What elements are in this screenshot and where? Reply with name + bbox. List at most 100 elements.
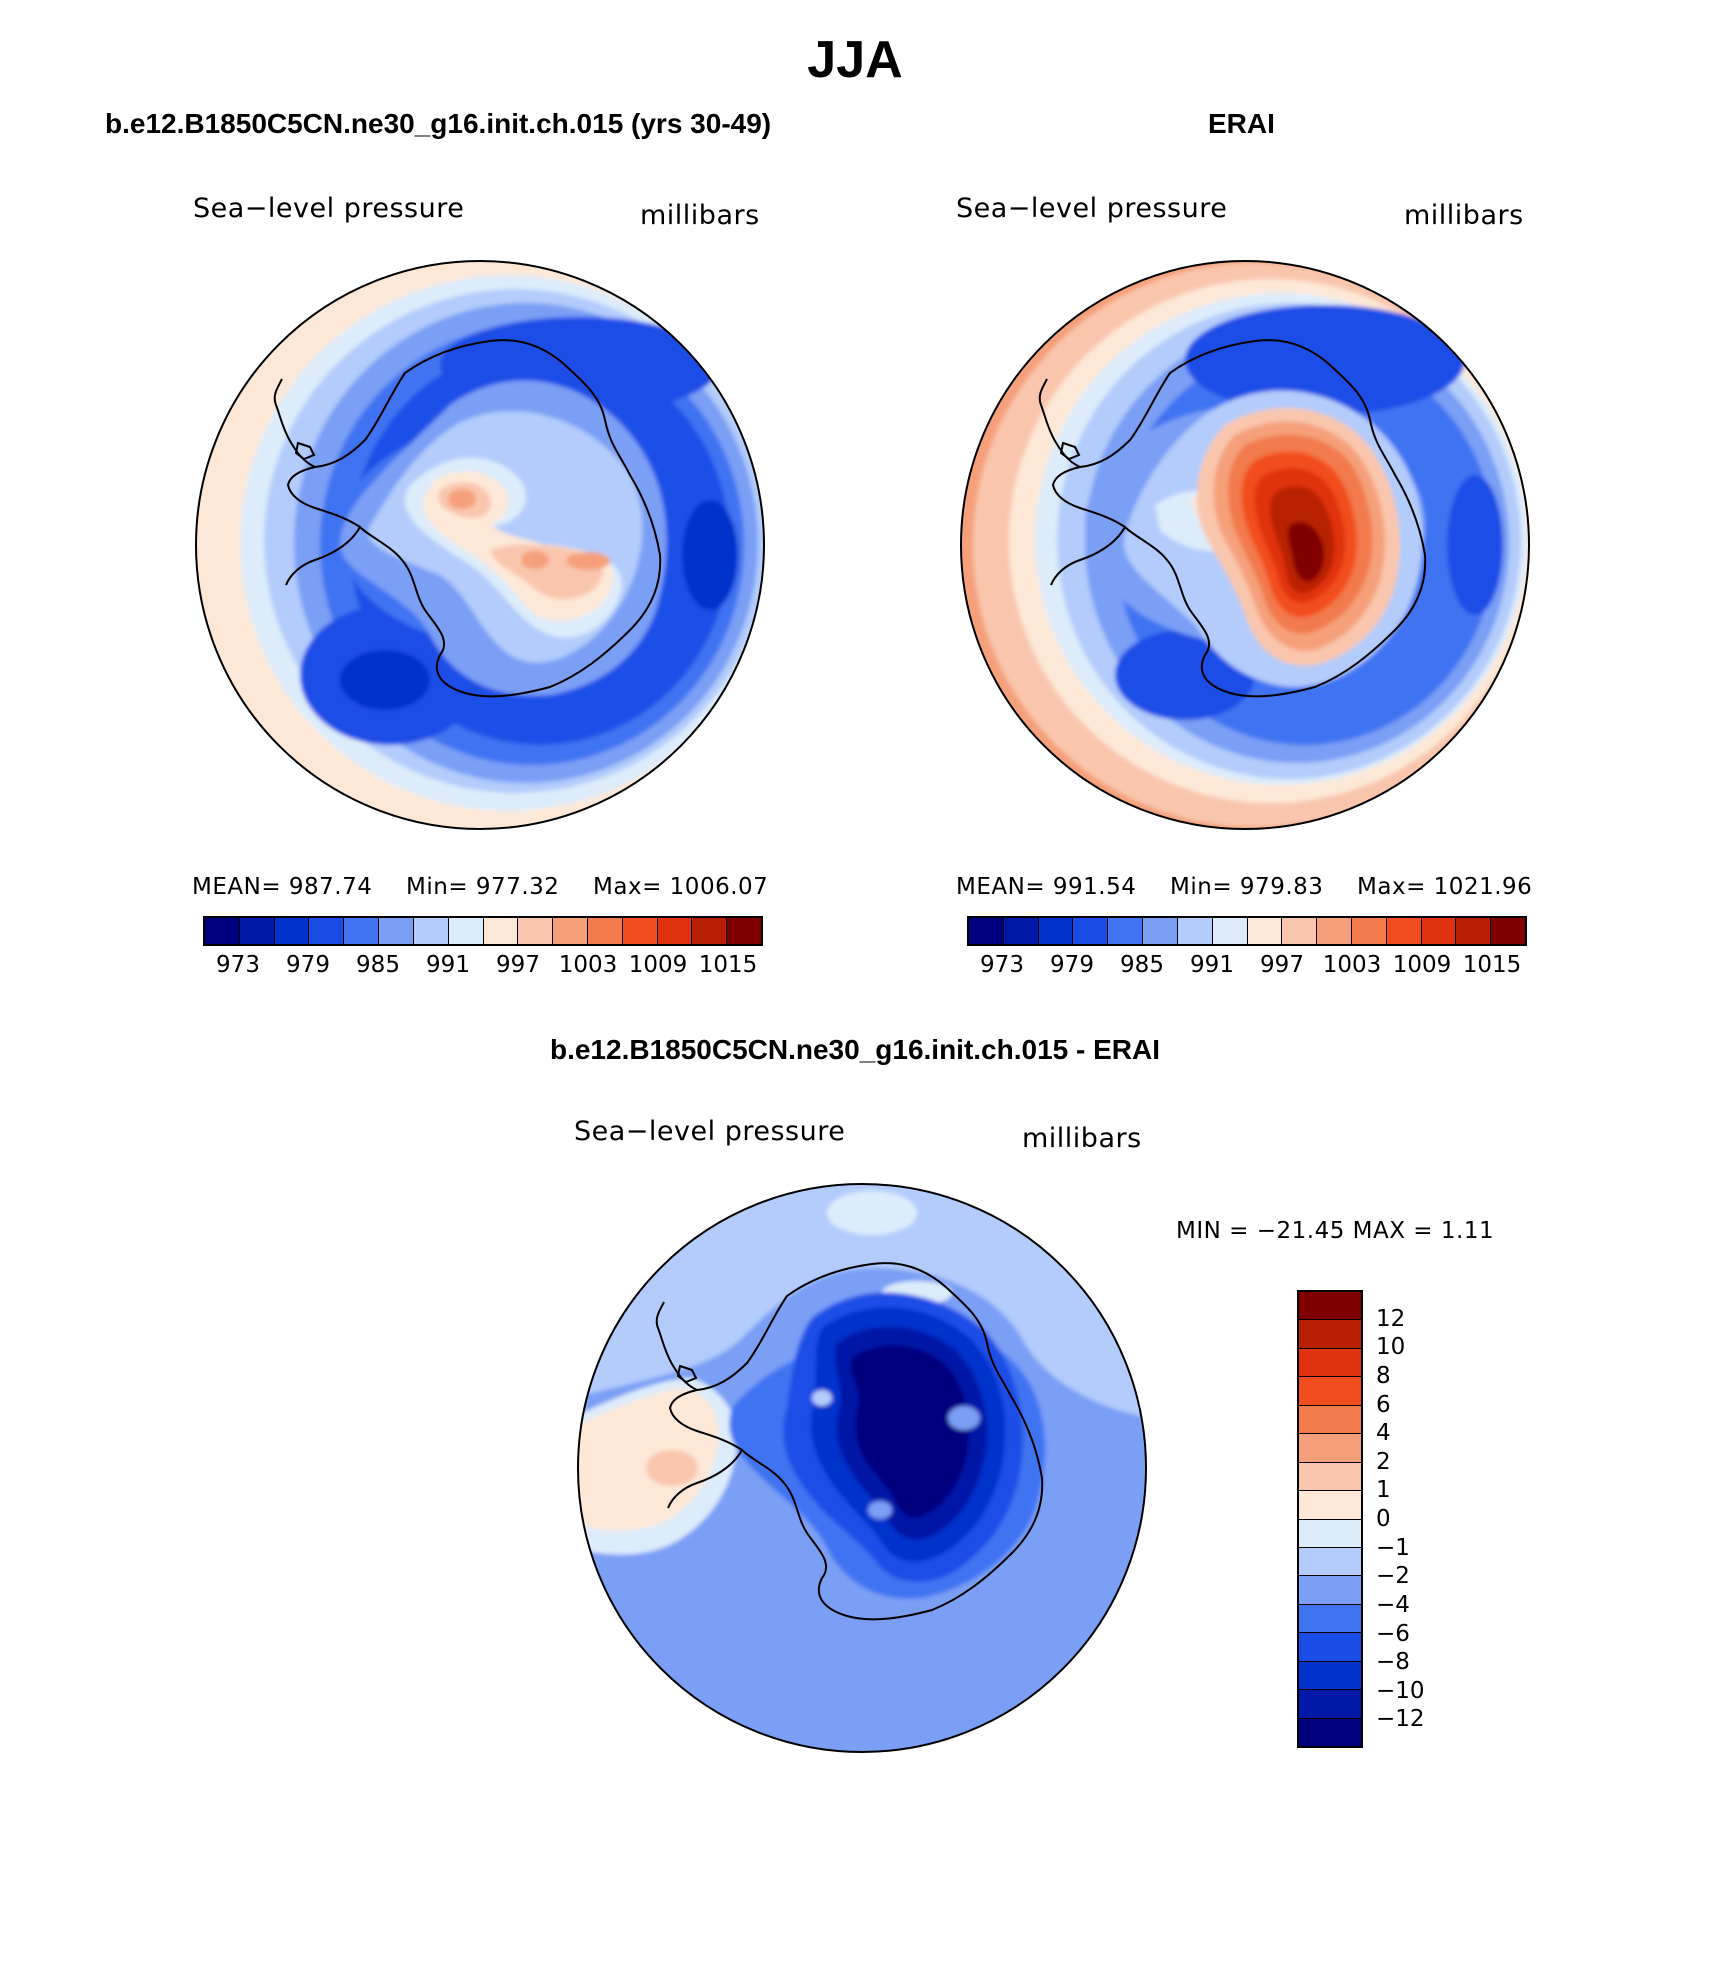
model-polar-map	[195, 260, 765, 830]
diff-minmax: MIN = −21.45 MAX = 1.11	[1176, 1218, 1495, 1244]
diff-colorbar	[1297, 1290, 1363, 1748]
model-stats: MEAN= 987.74 Min= 977.32 Max= 1006.07	[192, 874, 768, 900]
obs-colorbar-tick-label: 973	[980, 952, 1024, 978]
obs-colorbar-swatch	[1351, 918, 1387, 944]
diff-colorbar-tick-label: 12	[1376, 1305, 1406, 1332]
diff-colorbar-swatch	[1299, 1718, 1361, 1746]
model-colorbar-swatch	[448, 918, 484, 944]
model-min-label: Min=	[406, 874, 469, 900]
obs-min-label: Min=	[1170, 874, 1233, 900]
obs-colorbar-swatch	[969, 918, 1004, 944]
model-colorbar-tick-label: 979	[286, 952, 330, 978]
diff-colorbar-swatch	[1299, 1377, 1361, 1406]
obs-colorbar-swatch	[1212, 918, 1248, 944]
obs-colorbar-tick-label: 1009	[1392, 952, 1452, 978]
obs-colorbar-swatch	[1143, 918, 1178, 944]
obs-colorbar-swatch	[1247, 918, 1283, 944]
diff-colorbar-swatch	[1299, 1405, 1361, 1435]
diff-panel-title: b.e12.B1850C5CN.ne30_g16.init.ch.015 - E…	[549, 1034, 1161, 1065]
diff-colorbar-tick-label: −2	[1376, 1563, 1410, 1590]
diff-colorbar-tick-label: −12	[1376, 1706, 1425, 1733]
model-colorbar-swatch	[657, 918, 693, 944]
obs-colorbar-swatch	[1317, 918, 1352, 944]
diff-colorbar-swatch	[1299, 1633, 1361, 1662]
model-colorbar-swatch	[622, 918, 658, 944]
model-max-label: Max=	[593, 874, 662, 900]
model-colorbar-swatch	[274, 918, 310, 944]
obs-colorbar-tick-label: 1015	[1462, 952, 1522, 978]
diff-colorbar-tick-label: −1	[1376, 1534, 1410, 1561]
diff-colorbar-tick-label: 8	[1376, 1362, 1391, 1389]
obs-colorbar-tick-label: 979	[1050, 952, 1094, 978]
model-colorbar-tick-label: 1003	[558, 952, 618, 978]
model-colorbar-tick-label: 1009	[628, 952, 688, 978]
model-colorbar-tick-label: 991	[426, 952, 470, 978]
model-colorbar-swatch	[727, 918, 761, 944]
model-units-label: millibars	[640, 200, 760, 231]
diff-colorbar-swatch	[1299, 1519, 1361, 1548]
obs-panel-title: ERAI	[1208, 108, 1275, 139]
model-colorbar-ticks: 973 979 985 991 997 1003 1009 1015	[203, 952, 763, 982]
diff-colorbar-tick-label: −10	[1376, 1677, 1425, 1704]
diff-polar-map	[577, 1183, 1147, 1753]
obs-colorbar-swatch	[1456, 918, 1492, 944]
model-colorbar-swatch	[587, 918, 623, 944]
model-max-value: 1006.07	[669, 874, 769, 900]
obs-colorbar-swatch	[1386, 918, 1422, 944]
diff-colorbar-swatch	[1299, 1576, 1361, 1605]
model-mean-label: MEAN=	[192, 874, 282, 900]
diff-colorbar-swatch	[1299, 1348, 1361, 1378]
diff-colorbar-tick-label: −8	[1376, 1649, 1410, 1676]
diff-colorbar-swatch	[1299, 1292, 1361, 1321]
diff-colorbar-tick-label: −4	[1376, 1591, 1410, 1618]
obs-colorbar-swatch	[1282, 918, 1318, 944]
diff-colorbar-tick-label: 0	[1376, 1506, 1391, 1532]
obs-colorbar-tick-label: 991	[1190, 952, 1234, 978]
obs-colorbar-swatch	[1177, 918, 1213, 944]
obs-colorbar-swatch	[1421, 918, 1457, 944]
obs-colorbar-ticks: 973 979 985 991 997 1003 1009 1015	[967, 952, 1527, 982]
obs-colorbar-swatch	[1038, 918, 1074, 944]
model-colorbar-swatch	[413, 918, 449, 944]
model-colorbar-swatch	[483, 918, 519, 944]
obs-mean-label: MEAN=	[956, 874, 1046, 900]
diff-variable-label: Sea−level pressure	[574, 1116, 846, 1147]
diff-colorbar-tick-label: 4	[1376, 1420, 1391, 1447]
diff-colorbar-tick-label: 10	[1376, 1334, 1406, 1361]
obs-stats: MEAN= 991.54 Min= 979.83 Max= 1021.96	[956, 874, 1532, 900]
diff-colorbar-tick-label: 6	[1376, 1391, 1391, 1418]
model-colorbar-swatch	[205, 918, 240, 944]
obs-colorbar-swatch	[1073, 918, 1109, 944]
model-colorbar-tick-label: 997	[496, 952, 540, 978]
obs-colorbar-swatch	[1491, 918, 1525, 944]
model-colorbar-swatch	[309, 918, 345, 944]
obs-polar-map	[960, 260, 1530, 830]
model-colorbar	[203, 916, 763, 946]
obs-colorbar-tick-label: 1003	[1322, 952, 1382, 978]
obs-units-label: millibars	[1404, 200, 1524, 231]
diff-colorbar-swatch	[1299, 1434, 1361, 1463]
model-colorbar-swatch	[344, 918, 380, 944]
model-colorbar-tick-label: 973	[216, 952, 260, 978]
diff-colorbar-tick-label: 1	[1376, 1477, 1391, 1504]
figure-title: JJA	[807, 31, 903, 89]
model-colorbar-swatch	[553, 918, 588, 944]
diff-colorbar-swatch	[1299, 1690, 1361, 1719]
diff-colorbar-swatch	[1299, 1462, 1361, 1492]
obs-colorbar-swatch	[1003, 918, 1039, 944]
obs-min-value: 979.83	[1239, 874, 1324, 900]
obs-max-value: 1021.96	[1433, 874, 1533, 900]
diff-colorbar-swatch	[1299, 1547, 1361, 1577]
diff-colorbar-swatch	[1299, 1491, 1361, 1520]
obs-colorbar-tick-label: 997	[1260, 952, 1304, 978]
model-colorbar-swatch	[239, 918, 275, 944]
obs-colorbar-swatch	[1108, 918, 1144, 944]
diff-colorbar-swatch	[1299, 1604, 1361, 1634]
diff-colorbar-tick-label: −6	[1376, 1620, 1410, 1647]
model-colorbar-swatch	[692, 918, 728, 944]
diff-coastline	[594, 1233, 1044, 1621]
model-min-value: 977.32	[475, 874, 560, 900]
model-panel-title: b.e12.B1850C5CN.ne30_g16.init.ch.015 (yr…	[105, 108, 772, 139]
model-colorbar-swatch	[518, 918, 554, 944]
obs-max-label: Max=	[1357, 874, 1426, 900]
